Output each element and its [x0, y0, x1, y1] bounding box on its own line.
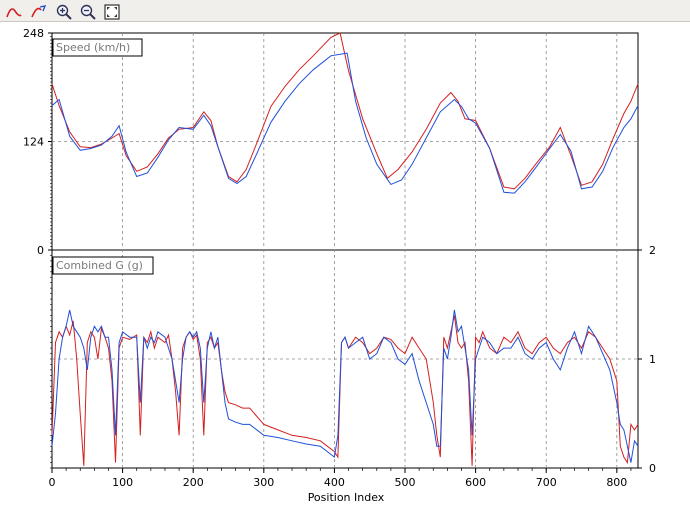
x-tick-label: 400	[324, 476, 345, 489]
y-tick-label-right: 2	[649, 244, 656, 257]
g-series-blue	[51, 309, 639, 463]
red-curve-icon[interactable]	[4, 2, 22, 20]
y-tick-label-right: 0	[649, 462, 656, 475]
zoom-out-icon[interactable]	[78, 2, 96, 20]
x-axis-label: Position Index	[308, 491, 385, 504]
x-tick-label: 100	[112, 476, 133, 489]
chart-toolbar	[0, 0, 690, 22]
fit-to-screen-icon[interactable]	[102, 2, 120, 20]
x-tick-label: 200	[183, 476, 204, 489]
x-tick-label: 600	[465, 476, 486, 489]
speed-title-box: Speed (km/h)	[52, 38, 143, 57]
x-tick-label: 0	[49, 476, 56, 489]
x-tick-label: 300	[253, 476, 274, 489]
y-tick-label-right: 1	[649, 353, 656, 366]
zoom-in-icon[interactable]	[54, 2, 72, 20]
y-tick-label-left: 0	[37, 244, 44, 257]
x-tick-label: 700	[536, 476, 557, 489]
g-title: Combined G (g)	[56, 259, 143, 272]
curve-arrow-icon[interactable]	[29, 2, 47, 20]
x-tick-label: 500	[395, 476, 416, 489]
chart-area: 0 100 200 300 400 500 600 700 800 248 124 0 2 1 0 Spee…	[23, 27, 656, 504]
y-tick-label-left: 248	[23, 27, 44, 40]
speed-series-red	[51, 32, 639, 190]
g-title-box: Combined G (g)	[52, 256, 154, 275]
speed-series-blue	[51, 52, 639, 194]
y-tick-label-left: 124	[23, 136, 44, 149]
x-tick-label: 800	[606, 476, 627, 489]
speed-title: Speed (km/h)	[56, 41, 130, 54]
